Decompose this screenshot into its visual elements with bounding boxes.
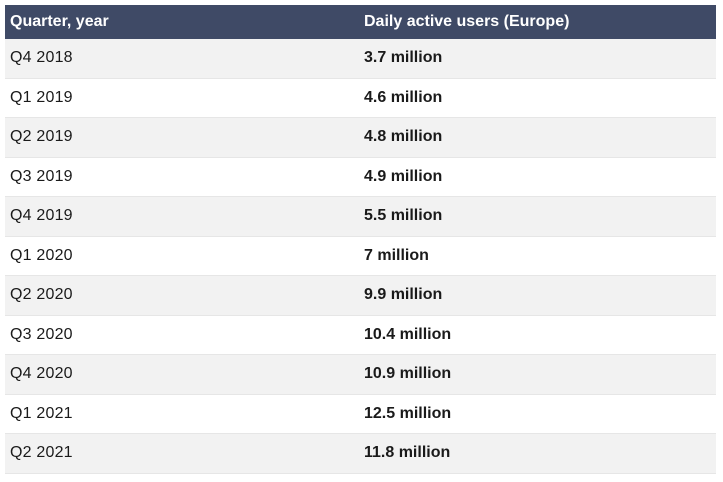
quarter-cell: Q4 2018 [5,39,359,79]
table-row: Q2 2019 4.8 million [5,117,716,158]
table-body: Q4 2018 3.7 million Q1 2019 4.6 million Q2 2… [5,39,716,474]
table-row: Q2 2020 9.9 million [5,275,716,316]
quarter-cell: Q1 2021 [5,394,359,434]
quarter-cell: Q3 2019 [5,157,359,197]
table-row: Q4 2019 5.5 million [5,196,716,237]
table-row: Q2 2021 11.8 million [5,433,716,474]
users-value-cell: 3.7 million [359,39,716,79]
users-value-cell: 4.8 million [359,117,716,158]
table-row: Q1 2020 7 million [5,236,716,276]
quarter-cell: Q1 2019 [5,78,359,118]
quarter-cell: Q2 2019 [5,117,359,158]
users-value-cell: 9.9 million [359,275,716,316]
daily-active-users-table: Quarter, year Daily active users (Europe… [5,5,716,474]
table-row: Q1 2021 12.5 million [5,394,716,434]
table-row: Q3 2019 4.9 million [5,157,716,197]
table-row: Q4 2018 3.7 million [5,39,716,79]
users-value-cell: 11.8 million [359,433,716,474]
users-value-cell: 4.9 million [359,157,716,197]
quarter-cell: Q2 2020 [5,275,359,316]
quarter-cell: Q2 2021 [5,433,359,474]
quarter-cell: Q1 2020 [5,236,359,276]
column-header-quarter: Quarter, year [5,5,359,39]
users-value-cell: 5.5 million [359,196,716,237]
users-value-cell: 4.6 million [359,78,716,118]
quarter-cell: Q3 2020 [5,315,359,355]
users-value-cell: 10.4 million [359,315,716,355]
table-header-row: Quarter, year Daily active users (Europe… [5,5,716,39]
table-row: Q1 2019 4.6 million [5,78,716,118]
users-value-cell: 7 million [359,236,716,276]
table-row: Q4 2020 10.9 million [5,354,716,395]
quarter-cell: Q4 2019 [5,196,359,237]
users-value-cell: 12.5 million [359,394,716,434]
table-row: Q3 2020 10.4 million [5,315,716,355]
quarter-cell: Q4 2020 [5,354,359,395]
data-table-container: Quarter, year Daily active users (Europe… [5,5,716,474]
column-header-daily-active-users: Daily active users (Europe) [359,5,716,39]
users-value-cell: 10.9 million [359,354,716,395]
